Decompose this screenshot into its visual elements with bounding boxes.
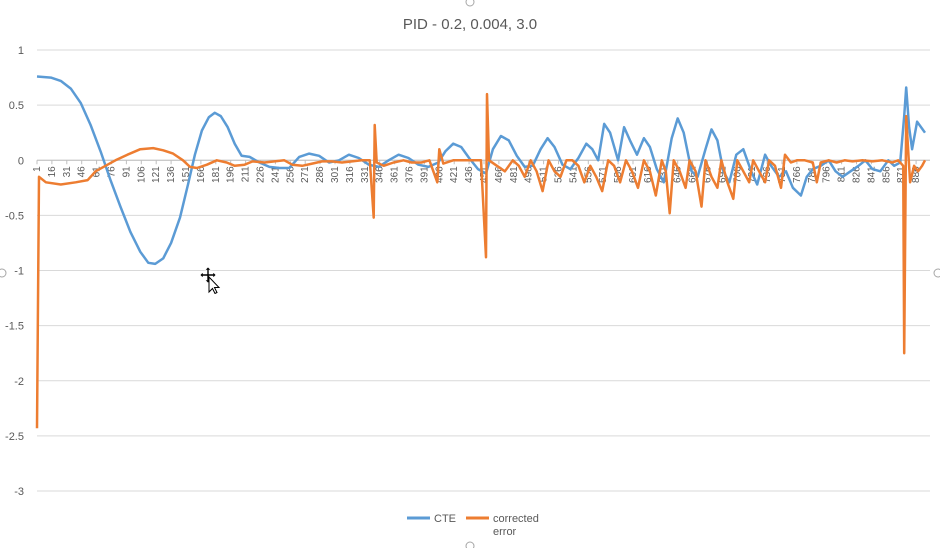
x-tick-label: 241 (270, 166, 281, 183)
x-tick-label: 466 (494, 166, 505, 183)
x-tick-label: 676 (702, 166, 713, 183)
x-tick-label: 451 (479, 166, 490, 183)
y-tick-label: 1 (18, 45, 24, 57)
x-tick-label: 106 (136, 166, 147, 183)
y-tick-label: -0.5 (5, 210, 24, 222)
x-tick-label: 31 (62, 166, 73, 178)
x-tick-label: 691 (717, 166, 728, 183)
x-tick-label: 646 (673, 166, 684, 183)
x-tick-label: 406 (434, 166, 445, 183)
x-tick-label: 886 (911, 166, 922, 183)
x-tick-label: 271 (300, 166, 311, 183)
resize-handle-bottom[interactable] (465, 541, 475, 548)
x-tick-label: 286 (315, 166, 326, 183)
y-tick-label: 0 (18, 155, 24, 167)
x-tick-label: 256 (285, 166, 296, 183)
x-tick-label: 226 (255, 166, 266, 183)
x-tick-label: 301 (330, 166, 341, 183)
x-tick-label: 376 (404, 166, 415, 183)
x-tick-label: 91 (121, 166, 132, 178)
x-tick-label: 331 (360, 166, 371, 183)
x-tick-label: 211 (241, 166, 252, 182)
y-tick-label: 0.5 (9, 100, 24, 112)
x-tick-label: 136 (166, 166, 177, 183)
resize-handle-right[interactable] (933, 268, 940, 278)
x-tick-label: 706 (732, 166, 743, 183)
x-tick-label: 571 (598, 166, 609, 183)
resize-handle-left[interactable] (0, 268, 7, 278)
legend[interactable]: CTE corrected error (407, 513, 542, 538)
x-tick-label: 781 (807, 166, 818, 183)
gridlines (37, 49, 930, 492)
x-tick-label: 76 (106, 166, 117, 178)
x-tick-label: 796 (822, 166, 833, 183)
x-tick-label: 1 (32, 166, 43, 172)
x-tick-label: 556 (583, 166, 594, 183)
x-tick-label: 196 (226, 166, 237, 183)
move-cursor-icon (199, 266, 221, 295)
x-tick-label: 436 (464, 166, 475, 183)
x-tick-label: 481 (509, 166, 520, 183)
x-tick-label: 151 (181, 166, 192, 183)
y-tick-label: -1 (14, 266, 24, 278)
x-tick-label: 361 (390, 166, 401, 183)
legend-label-corrected-error: corrected error (493, 513, 542, 538)
x-tick-label: 391 (419, 166, 430, 183)
legend-label-cte: CTE (434, 513, 456, 525)
x-tick-label: 856 (881, 166, 892, 183)
y-tick-label: -3 (14, 486, 24, 498)
y-tick-label: -2.5 (5, 431, 24, 443)
y-axis-ticks: 1 0.5 0 -0.5 -1 -1.5 -2 -2.5 -3 (5, 45, 24, 498)
x-tick-label: 496 (524, 166, 535, 183)
x-tick-label: 766 (792, 166, 803, 183)
chart-title: PID - 0.2, 0.004, 3.0 (403, 16, 537, 33)
x-tick-label: 616 (643, 166, 654, 183)
x-tick-label: 841 (866, 166, 877, 183)
x-tick-label: 166 (196, 166, 207, 183)
x-tick-label: 541 (568, 166, 579, 183)
x-tick-label: 121 (151, 166, 162, 183)
x-tick-label: 511 (539, 166, 550, 182)
x-tick-label: 16 (47, 166, 58, 178)
resize-handle-top[interactable] (465, 0, 475, 7)
x-tick-label: 826 (851, 166, 862, 183)
x-tick-label: 316 (345, 166, 356, 183)
x-tick-label: 181 (211, 166, 222, 183)
x-tick-label: 421 (449, 166, 460, 183)
x-tick-label: 346 (375, 166, 386, 183)
x-tick-label: 661 (688, 166, 699, 183)
x-tick-label: 46 (77, 166, 88, 178)
x-tick-label: 586 (613, 166, 624, 183)
y-tick-label: -1.5 (5, 321, 24, 333)
y-tick-label: -2 (14, 376, 24, 388)
x-tick-label: 811 (837, 166, 848, 182)
series-line-cte[interactable] (36, 75, 927, 266)
series-lines (35, 75, 927, 429)
x-tick-label: 631 (658, 166, 669, 183)
series-line-corrected-error[interactable] (35, 92, 927, 429)
x-tick-label: 871 (896, 166, 907, 183)
